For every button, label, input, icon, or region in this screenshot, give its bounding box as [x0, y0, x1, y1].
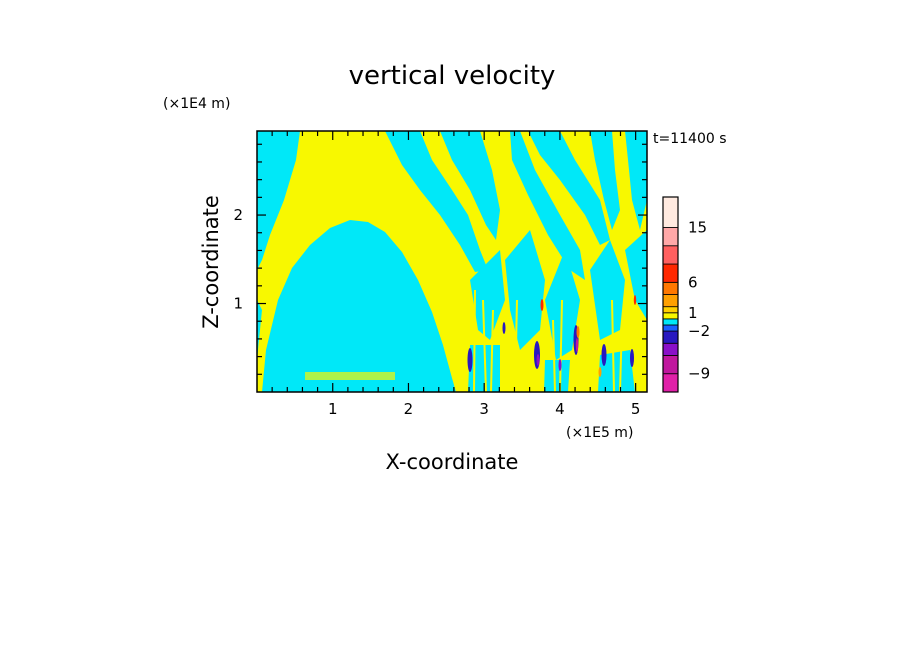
y-tick-label: 2 [233, 206, 243, 224]
updraft-cells [540, 295, 637, 377]
colorbar-swatch [662, 330, 679, 344]
field-region-cyan [590, 240, 625, 340]
y-unit-label: (×1E4 m) [163, 96, 230, 112]
field-region-cyan [544, 360, 570, 392]
colorbar-label: −2 [688, 322, 710, 340]
field-region-cyan [505, 230, 545, 350]
x-axis-title: X-coordinate [386, 450, 519, 474]
colorbar-label: 1 [688, 304, 698, 322]
field-region-cyan [625, 131, 647, 230]
colorbar-swatch [662, 263, 679, 283]
field-region-cyan [625, 230, 647, 320]
colorbar-label: 6 [688, 273, 698, 291]
colorbar-swatch [662, 196, 679, 228]
colorbar: 15 6 1−2 −9 [662, 196, 710, 393]
plot-frame [256, 130, 648, 393]
x-tick-label: 1 [328, 400, 338, 418]
colorbar-swatch [662, 294, 679, 308]
colorbar-swatch [662, 306, 679, 314]
colorbar-frame [662, 196, 679, 393]
field-region-cyan [257, 131, 300, 270]
colorbar-swatch [662, 355, 679, 375]
field-region-cyan [510, 131, 585, 280]
velocity-field [257, 131, 647, 392]
colorbar-swatch [662, 227, 679, 247]
field-region-cyan [385, 131, 488, 272]
x-tick-label: 3 [479, 400, 489, 418]
colorbar-swatch [662, 312, 679, 320]
x-tick-label: 2 [404, 400, 414, 418]
colorbar-label: −9 [688, 365, 710, 383]
field-region-cyan [470, 250, 505, 340]
time-label: t=11400 s [653, 131, 727, 147]
field-region-cyan [528, 131, 610, 245]
colorbar-swatch [662, 281, 679, 295]
x-tick-label: 5 [631, 400, 641, 418]
y-tick-label: 1 [233, 295, 243, 313]
colorbar-swatch [662, 245, 679, 265]
field-region-cyan [440, 131, 500, 240]
x-unit-label: (×1E5 m) [566, 425, 633, 441]
y-axis-title: Z-coordinate [199, 195, 223, 329]
colorbar-swatch [662, 373, 679, 393]
colorbar-swatch [662, 318, 679, 326]
field-striations [464, 259, 641, 392]
field-region-cyan [262, 220, 456, 392]
y-axis: 12 [233, 143, 647, 375]
field-region-cyan [257, 300, 262, 360]
x-axis: 1 2 3 4 5 [271, 131, 641, 418]
x-tick-label: 4 [555, 400, 565, 418]
chart-title: vertical velocity [349, 61, 556, 91]
colorbar-swatch [662, 342, 679, 356]
colorbar-label: 15 [688, 218, 707, 236]
field-region-cyan [590, 131, 620, 230]
field-region-cyan [598, 350, 635, 392]
colorbar-swatch [662, 324, 679, 332]
field-noise [305, 372, 395, 380]
